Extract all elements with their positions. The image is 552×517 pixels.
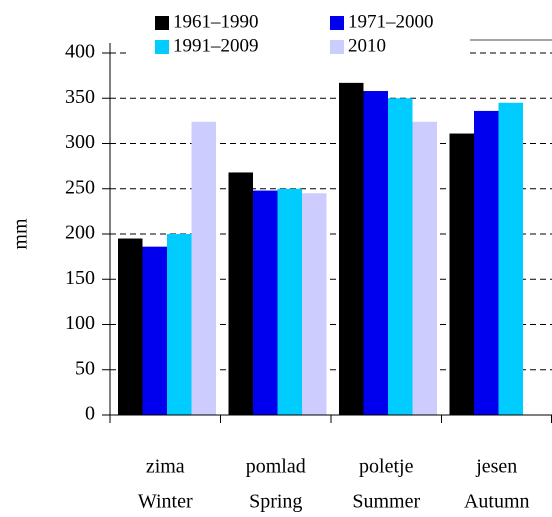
bar xyxy=(339,82,364,416)
legend-label: 1991–2009 xyxy=(173,35,259,56)
y-tick-label: 400 xyxy=(65,41,95,63)
x-tick-label: zima xyxy=(146,456,185,478)
legend-label: 2010 xyxy=(348,35,386,56)
bar xyxy=(253,190,278,415)
x-tick-label: Summer xyxy=(352,491,420,513)
legend-swatch xyxy=(155,16,169,30)
legend-swatch xyxy=(330,40,344,54)
x-tick-label: Autumn xyxy=(464,491,530,513)
x-tick-label: Spring xyxy=(249,491,302,513)
bar xyxy=(498,102,523,416)
y-tick-label: 350 xyxy=(65,86,95,108)
bar xyxy=(449,133,474,416)
bar xyxy=(167,234,192,415)
bar xyxy=(277,188,302,415)
bar xyxy=(191,121,216,415)
bar xyxy=(118,238,143,415)
x-tick-label: jesen xyxy=(475,456,517,478)
bar xyxy=(228,172,253,415)
y-tick-label: 300 xyxy=(65,131,95,153)
legend-label: 1971–2000 xyxy=(348,11,434,32)
x-tick-label: Winter xyxy=(138,491,193,513)
x-tick-label: pomlad xyxy=(246,456,306,478)
bar xyxy=(388,98,413,415)
y-tick-label: 250 xyxy=(65,176,95,198)
legend: 1961–1990 1971–2000 1991–2009 2010 xyxy=(130,11,470,62)
x-tick-label: poletje xyxy=(359,456,414,478)
legend-box xyxy=(130,12,470,62)
bar xyxy=(363,91,388,415)
y-axis-title: mm xyxy=(10,218,32,250)
y-tick-label: 0 xyxy=(85,403,95,425)
legend-label: 1961–1990 xyxy=(173,11,259,32)
y-tick-label: 150 xyxy=(65,267,95,289)
bar xyxy=(474,110,499,416)
y-tick-label: 100 xyxy=(65,312,95,334)
bar xyxy=(302,193,327,415)
bar xyxy=(142,246,167,415)
y-tick-label: 50 xyxy=(75,357,95,379)
y-tick-label: 200 xyxy=(65,222,95,244)
legend-swatch xyxy=(330,16,344,30)
bar xyxy=(412,121,437,415)
legend-swatch xyxy=(155,40,169,54)
